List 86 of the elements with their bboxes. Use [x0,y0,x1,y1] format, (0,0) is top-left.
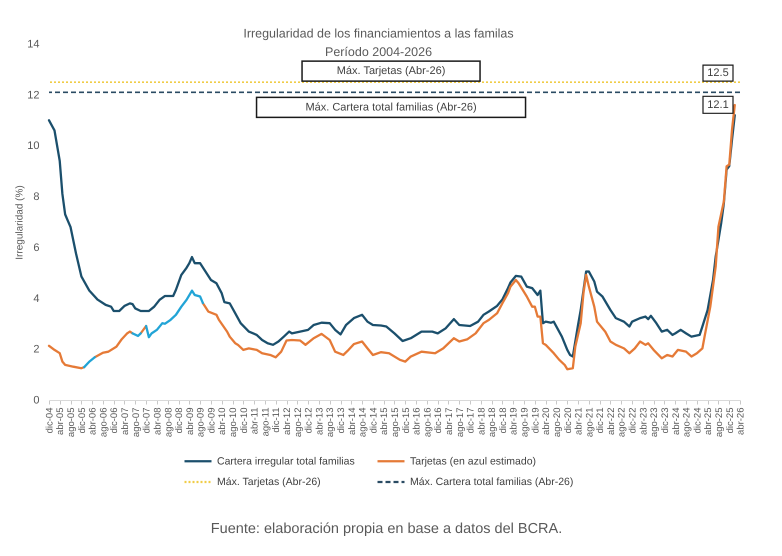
x-tick-label: ago-16 [422,408,434,438]
x-tick-label: abr-07 [120,408,131,435]
x-tick-label: dic-10 [238,408,250,434]
legend-label: Máx. Cartera total familias (Abr-26) [410,476,574,488]
x-tick-label: abr-15 [379,408,390,435]
x-tick-label: dic-21 [595,408,606,434]
x-tick-label: abr-05 [55,408,66,435]
x-tick-label: abr-12 [282,408,294,435]
x-tick-label: ago-12 [292,408,304,438]
text: Máx. Cartera total familias (Abr-26) [305,101,477,114]
x-tick-label: dic-04 [44,408,56,434]
x-tick-label: ago-07 [130,408,142,438]
y-tick-label: 14 [27,38,40,50]
x-tick-label: abr-06 [88,408,99,435]
chart-subtitle: Período 2004-2026 [324,45,432,59]
x-tick-label: dic-13 [336,408,348,434]
x-tick-label: ago-24 [682,408,693,438]
x-tick-label: ago-23 [649,408,660,438]
x-tick-label: abr-21 [574,408,585,435]
x-tick-label: abr-14 [346,408,358,435]
x-tick-label: abr-26 [736,408,746,435]
y-tick-label: 8 [33,191,40,204]
x-tick-label: ago-17 [454,408,466,438]
x-tick-label: ago-06 [98,408,110,438]
x-tick-label: abr-20 [541,408,552,435]
x-tick-label: dic-11 [271,408,282,433]
x-tick-label: ago-25 [714,408,725,438]
y-tick-label: 12 [27,89,40,102]
x-tick-label: dic-16 [433,408,444,434]
x-tick-label: ago-18 [487,408,498,438]
x-tick-label: dic-07 [142,408,153,434]
x-tick-label: ago-15 [390,408,401,438]
x-tick-label: ago-20 [552,408,563,438]
y-tick-label: 2 [33,344,40,356]
x-tick-label: dic-23 [660,408,671,434]
x-tick-label: ago-05 [66,408,78,438]
x-tick-label: abr-11 [250,408,261,434]
x-tick-label: dic-14 [368,408,380,434]
x-tick-label: dic-22 [628,408,639,434]
annotation: 12.1 [707,98,729,111]
x-tick-label: dic-25 [724,408,736,434]
x-tick-label: abr-10 [217,408,228,435]
chart-title: Irregularidad de los financiamientos a las familas [243,26,514,40]
x-tick-label: dic-09 [206,408,218,434]
x-tick-label: abr-13 [314,408,326,435]
x-tick-label: ago-14 [358,408,369,438]
x-tick-label: ago-19 [520,408,531,438]
annotation: 12.5 [707,67,729,80]
x-tick-label: abr-08 [152,408,164,435]
x-tick-label: dic-18 [498,408,509,434]
x-tick-label: ago-22 [616,408,628,438]
y-tick-label: 0 [33,394,40,406]
y-tick-label: 10 [27,140,40,152]
x-tick-label: abr-09 [184,408,196,435]
x-tick-label: abr-24 [670,408,682,435]
x-tick-label: abr-25 [703,408,714,435]
x-tick-label: abr-22 [606,408,617,435]
x-tick-label: abr-18 [476,408,488,435]
y-tick-label: 6 [33,242,40,254]
line-series [144,290,204,338]
x-tick-label: ago-09 [196,408,207,438]
x-tick-label: abr-23 [638,408,650,435]
x-tick-label: dic-17 [466,408,477,434]
x-tick-label: dic-15 [400,408,412,434]
y-tick-label: 4 [33,292,40,305]
x-tick-label: dic-20 [562,408,574,434]
x-tick-label: abr-17 [444,408,455,435]
x-tick-label: ago-21 [584,408,596,438]
x-tick-label: abr-19 [508,408,520,435]
x-tick-label: ago-13 [325,408,336,438]
x-tick-label: dic-08 [174,408,186,434]
source-note: Fuente: elaboración propia en base a datos del BCRA. [210,521,562,537]
legend-label: Máx. Tarjetas (Abr-26) [217,476,321,488]
x-tick-label: dic-19 [530,408,542,434]
legend-label: Tarjetas (en azul estimado) [410,455,536,468]
x-tick-label: ago-10 [228,408,240,438]
x-tick-label: ago-11 [260,408,272,436]
text: Máx. Tarjetas (Abr-26) [336,65,446,78]
x-tick-label: abr-16 [412,408,423,435]
x-tick-label: dic-05 [76,408,88,434]
y-axis-title: Irregularidad (%) [14,185,26,260]
x-tick-label: dic-24 [692,408,704,434]
x-tick-label: dic-12 [304,408,315,434]
legend-label: Cartera irregular total familias [217,455,355,468]
x-tick-label: dic-06 [109,408,120,434]
x-tick-label: ago-08 [163,408,174,438]
